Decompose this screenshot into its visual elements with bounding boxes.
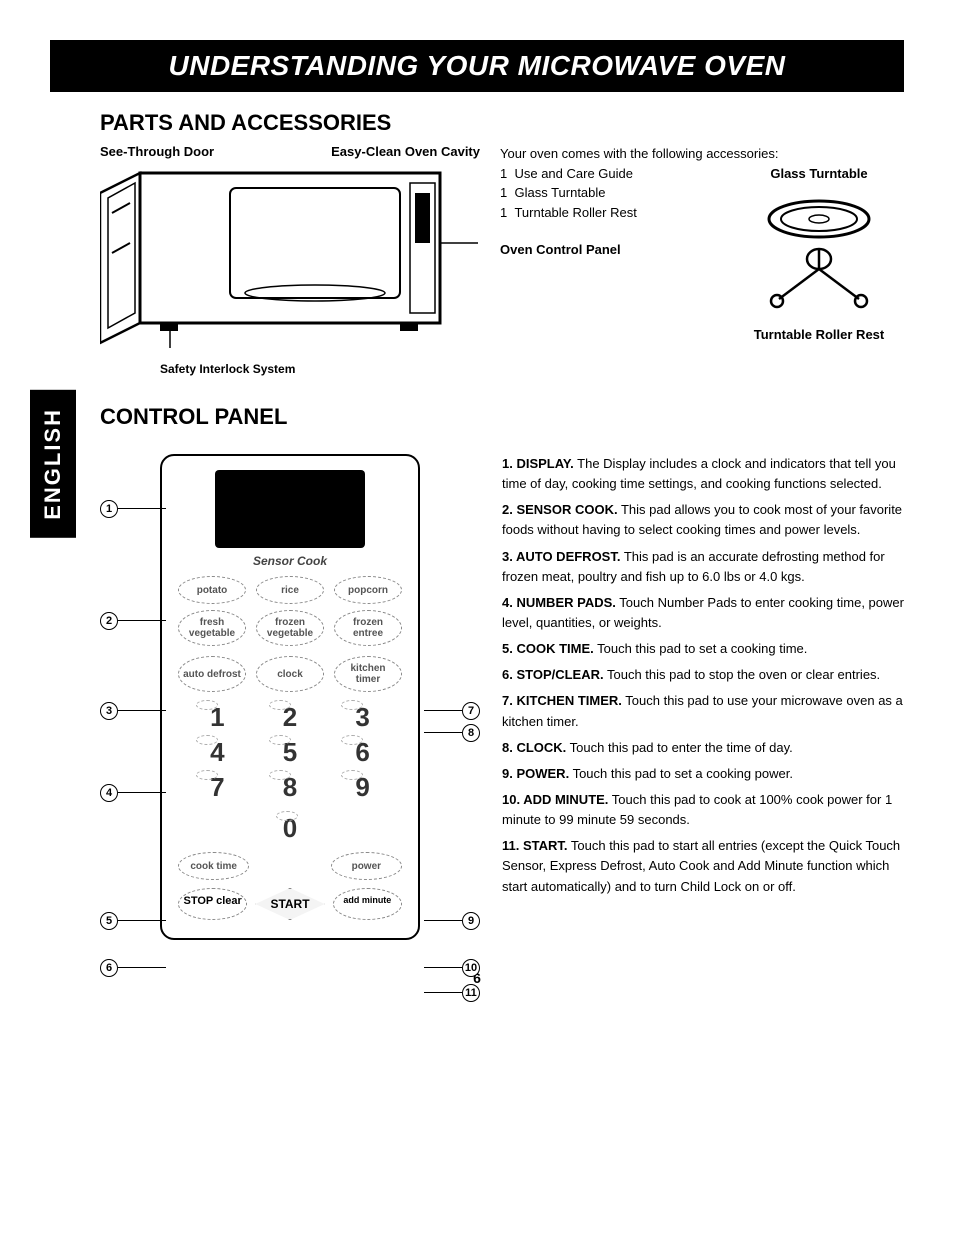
item-2: Turntable Roller Rest — [514, 205, 636, 220]
panel-frame: Sensor Cook potato rice popcorn fresh ve… — [160, 454, 420, 940]
btn-clock[interactable]: clock — [256, 656, 324, 692]
action-row: STOP clear START add minute — [178, 888, 402, 920]
callout-7: 7 — [424, 702, 480, 720]
time-power-row: cook time power — [178, 852, 402, 880]
num-4[interactable]: 4 — [190, 737, 245, 768]
description-item: 10. ADD MINUTE. Touch this pad to cook a… — [502, 790, 904, 830]
callout-5: 5 — [100, 912, 166, 930]
parts-row: See-Through Door Easy-Clean Oven Cavity … — [100, 144, 904, 376]
description-item: 2. SENSOR COOK. This pad allows you to c… — [502, 500, 904, 540]
btn-frozen-entree[interactable]: frozen entree — [334, 610, 402, 646]
description-item: 6. STOP/CLEAR. Touch this pad to stop th… — [502, 665, 904, 685]
btn-add-minute[interactable]: add minute — [333, 888, 402, 920]
num-9[interactable]: 9 — [335, 772, 390, 803]
item-1: Glass Turntable — [514, 185, 605, 200]
control-row: 1 2 3 4 5 6 7 8 9 10 11 Sensor Cook pota… — [100, 454, 904, 940]
btn-start[interactable]: START — [255, 888, 324, 920]
turntable-column: Glass Turntable Turntable Roller Rest — [734, 164, 904, 351]
btn-fresh-veg[interactable]: fresh vegetable — [178, 610, 246, 646]
sensor-button-grid: potato rice popcorn fresh vegetable froz… — [178, 576, 402, 646]
accessories-intro: Your oven comes with the following acces… — [500, 144, 904, 164]
panel-display — [215, 470, 365, 548]
btn-stop-clear[interactable]: STOP clear — [178, 888, 247, 920]
qty-0: 1 — [500, 166, 507, 181]
parts-diagram-column: See-Through Door Easy-Clean Oven Cavity … — [100, 144, 480, 376]
description-item: 4. NUMBER PADS. Touch Number Pads to ent… — [502, 593, 904, 633]
description-column: 1. DISPLAY. The Display includes a clock… — [502, 454, 904, 903]
num-8[interactable]: 8 — [263, 772, 318, 803]
func-button-grid: auto defrost clock kitchen timer — [178, 656, 402, 692]
sensor-cook-label: Sensor Cook — [178, 554, 402, 568]
label-door: See-Through Door — [100, 144, 214, 159]
num-1[interactable]: 1 — [190, 702, 245, 733]
description-item: 8. CLOCK. Touch this pad to enter the ti… — [502, 738, 904, 758]
description-item: 7. KITCHEN TIMER. Touch this pad to use … — [502, 691, 904, 731]
page-banner: UNDERSTANDING YOUR MICROWAVE OVEN — [50, 40, 904, 92]
num-6[interactable]: 6 — [335, 737, 390, 768]
callout-10: 10 — [424, 959, 480, 977]
description-item: 3. AUTO DEFROST. This pad is an accurate… — [502, 547, 904, 587]
num-7[interactable]: 7 — [190, 772, 245, 803]
description-item: 9. POWER. Touch this pad to set a cookin… — [502, 764, 904, 784]
microwave-diagram — [100, 163, 480, 353]
callout-8: 8 — [424, 724, 480, 742]
callout-4: 4 — [100, 784, 166, 802]
control-panel-column: 1 2 3 4 5 6 7 8 9 10 11 Sensor Cook pota… — [100, 454, 480, 940]
accessory-list: 1 Use and Care Guide 1 Glass Turntable 1… — [500, 164, 714, 260]
description-item: 5. COOK TIME. Touch this pad to set a co… — [502, 639, 904, 659]
roller-heading: Turntable Roller Rest — [734, 325, 904, 345]
btn-potato[interactable]: potato — [178, 576, 246, 604]
description-item: 1. DISPLAY. The Display includes a clock… — [502, 454, 904, 494]
num-0[interactable]: 0 — [270, 813, 310, 844]
item-0: Use and Care Guide — [514, 166, 633, 181]
num-2[interactable]: 2 — [263, 702, 318, 733]
btn-cook-time[interactable]: cook time — [178, 852, 249, 880]
callout-1: 1 — [100, 500, 166, 518]
qty-1: 1 — [500, 185, 507, 200]
num-5[interactable]: 5 — [263, 737, 318, 768]
btn-power[interactable]: power — [331, 852, 402, 880]
description-list: 1. DISPLAY. The Display includes a clock… — [502, 454, 904, 897]
btn-frozen-veg[interactable]: frozen vegetable — [256, 610, 324, 646]
num-3[interactable]: 3 — [335, 702, 390, 733]
turntable-icon — [749, 189, 889, 319]
language-tab: ENGLISH — [30, 390, 76, 538]
callout-3: 3 — [100, 702, 166, 720]
callout-11: 11 — [424, 984, 480, 1002]
callout-2: 2 — [100, 612, 166, 630]
btn-rice[interactable]: rice — [256, 576, 324, 604]
parts-text-column: Your oven comes with the following acces… — [500, 144, 904, 350]
parts-heading: PARTS AND ACCESSORIES — [100, 110, 904, 136]
callout-9: 9 — [424, 912, 480, 930]
callout-6: 6 — [100, 959, 166, 977]
btn-kitchen-timer[interactable]: kitchen timer — [334, 656, 402, 692]
btn-auto-defrost[interactable]: auto defrost — [178, 656, 246, 692]
qty-2: 1 — [500, 205, 507, 220]
label-panel: Oven Control Panel — [500, 240, 714, 260]
turntable-heading: Glass Turntable — [734, 164, 904, 184]
btn-popcorn[interactable]: popcorn — [334, 576, 402, 604]
label-safety: Safety Interlock System — [160, 362, 480, 376]
label-cavity: Easy-Clean Oven Cavity — [331, 144, 480, 159]
description-item: 11. START. Touch this pad to start all e… — [502, 836, 904, 896]
control-heading: CONTROL PANEL — [100, 404, 904, 430]
number-pad: 1 2 3 4 5 6 7 8 9 — [190, 702, 390, 803]
